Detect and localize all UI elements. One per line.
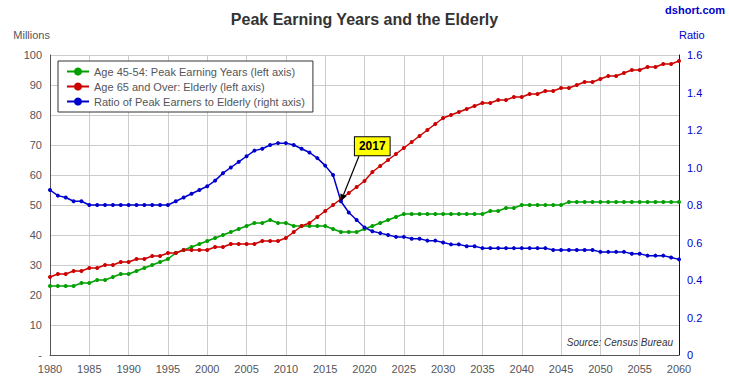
svg-text:2035: 2035	[470, 363, 494, 375]
svg-text:50: 50	[30, 199, 42, 211]
svg-text:100: 100	[24, 49, 42, 61]
svg-text:1.2: 1.2	[687, 124, 702, 136]
svg-text:0.2: 0.2	[687, 312, 702, 324]
svg-text:1.4: 1.4	[687, 87, 702, 99]
svg-text:0: 0	[687, 349, 693, 361]
svg-text:1980: 1980	[38, 363, 62, 375]
svg-text:2040: 2040	[510, 363, 534, 375]
svg-text:80: 80	[30, 109, 42, 121]
svg-text:2045: 2045	[549, 363, 573, 375]
svg-text:1.6: 1.6	[687, 49, 702, 61]
svg-text:Ratio: Ratio	[679, 29, 705, 41]
svg-text:60: 60	[30, 169, 42, 181]
svg-text:2020: 2020	[352, 363, 376, 375]
svg-text:30: 30	[30, 259, 42, 271]
svg-text:2055: 2055	[627, 363, 651, 375]
svg-text:Ratio of Peak Earners to Elder: Ratio of Peak Earners to Elderly (right …	[94, 96, 305, 108]
svg-text:Peak Earning Years and the Eld: Peak Earning Years and the Elderly	[231, 11, 498, 28]
svg-text:0.8: 0.8	[687, 199, 702, 211]
svg-text:2010: 2010	[274, 363, 298, 375]
svg-text:20: 20	[30, 289, 42, 301]
svg-text:2015: 2015	[313, 363, 337, 375]
svg-text:0.6: 0.6	[687, 237, 702, 249]
svg-text:90: 90	[30, 79, 42, 91]
svg-text:70: 70	[30, 139, 42, 151]
svg-text:2017: 2017	[359, 139, 386, 153]
svg-text:2025: 2025	[392, 363, 416, 375]
svg-text:1990: 1990	[116, 363, 140, 375]
svg-text:dshort.com: dshort.com	[665, 4, 725, 16]
svg-text:2050: 2050	[588, 363, 612, 375]
svg-text:2005: 2005	[234, 363, 258, 375]
svg-text:10: 10	[30, 319, 42, 331]
svg-text:Millions: Millions	[13, 29, 50, 41]
svg-text:1995: 1995	[156, 363, 180, 375]
svg-text:40: 40	[30, 229, 42, 241]
svg-text:0.4: 0.4	[687, 274, 702, 286]
svg-text:Age 45-54: Peak Earning Years: Age 45-54: Peak Earning Years (left axis…	[94, 66, 295, 78]
svg-text:2000: 2000	[195, 363, 219, 375]
svg-text:1.0: 1.0	[687, 162, 702, 174]
svg-text:1985: 1985	[77, 363, 101, 375]
svg-text:Age 65 and Over: Elderly (left: Age 65 and Over: Elderly (left axis)	[94, 81, 265, 93]
svg-text:Source: Census Bureau: Source: Census Bureau	[567, 337, 674, 348]
svg-text:-: -	[38, 349, 42, 361]
svg-text:2060: 2060	[667, 363, 691, 375]
svg-text:2030: 2030	[431, 363, 455, 375]
